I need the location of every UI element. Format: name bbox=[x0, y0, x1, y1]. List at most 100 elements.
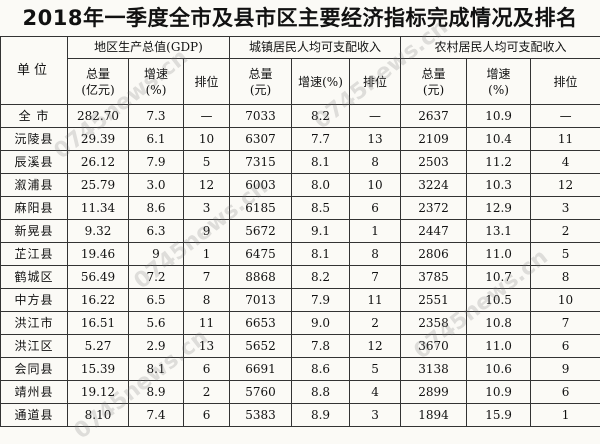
region-name: 洪江市 bbox=[1, 312, 68, 335]
rural-growth-cell: 10.4 bbox=[467, 128, 531, 151]
region-name: 中方县 bbox=[1, 289, 68, 312]
header-rural-growth-label: 增速 bbox=[467, 66, 530, 82]
header-urban-rank: 排位 bbox=[350, 59, 401, 105]
urban-growth-cell: 8.9 bbox=[292, 404, 350, 427]
region-name: 辰溪县 bbox=[1, 151, 68, 174]
gdp-total-cell: 29.39 bbox=[68, 128, 129, 151]
urban-rank-cell: 1 bbox=[350, 220, 401, 243]
urban-rank-cell: 12 bbox=[350, 335, 401, 358]
rural-total-cell: 2899 bbox=[401, 381, 467, 404]
urban-total-cell: 8868 bbox=[230, 266, 292, 289]
urban-total-cell: 7033 bbox=[230, 105, 292, 128]
gdp-growth-cell: 7.2 bbox=[129, 266, 184, 289]
rural-growth-cell: 11.0 bbox=[467, 335, 531, 358]
urban-total-cell: 6653 bbox=[230, 312, 292, 335]
gdp-rank-cell: 6 bbox=[184, 358, 230, 381]
urban-total-cell: 6475 bbox=[230, 243, 292, 266]
gdp-rank-cell: — bbox=[184, 105, 230, 128]
urban-rank-cell: 8 bbox=[350, 243, 401, 266]
rural-growth-cell: 10.7 bbox=[467, 266, 531, 289]
region-name: 通道县 bbox=[1, 404, 68, 427]
gdp-rank-cell: 9 bbox=[184, 220, 230, 243]
gdp-total-cell: 26.12 bbox=[68, 151, 129, 174]
gdp-growth-cell: 6.5 bbox=[129, 289, 184, 312]
urban-total-cell: 6003 bbox=[230, 174, 292, 197]
header-urban-growth: 增速(%) bbox=[292, 59, 350, 105]
gdp-rank-cell: 8 bbox=[184, 289, 230, 312]
rural-total-cell: 3785 bbox=[401, 266, 467, 289]
urban-total-cell: 7013 bbox=[230, 289, 292, 312]
header-gdp-rank: 排位 bbox=[184, 59, 230, 105]
rural-total-cell: 2551 bbox=[401, 289, 467, 312]
rural-growth-cell: 11.2 bbox=[467, 151, 531, 174]
rural-rank-cell: — bbox=[531, 105, 600, 128]
gdp-rank-cell: 11 bbox=[184, 312, 230, 335]
header-gdp-growth-label: 增速 bbox=[129, 66, 183, 82]
rural-total-cell: 2447 bbox=[401, 220, 467, 243]
rural-rank-cell: 3 bbox=[531, 197, 600, 220]
header-group-urban-income: 城镇居民人均可支配收入 bbox=[230, 37, 401, 59]
rural-growth-cell: 10.9 bbox=[467, 381, 531, 404]
urban-growth-cell: 8.6 bbox=[292, 358, 350, 381]
rural-rank-cell: 10 bbox=[531, 289, 600, 312]
urban-growth-cell: 7.8 bbox=[292, 335, 350, 358]
gdp-total-cell: 11.34 bbox=[68, 197, 129, 220]
urban-total-cell: 6185 bbox=[230, 197, 292, 220]
urban-rank-cell: 7 bbox=[350, 266, 401, 289]
rural-rank-cell: 9 bbox=[531, 358, 600, 381]
header-urban-total: 总量(元) bbox=[230, 59, 292, 105]
urban-rank-cell: 13 bbox=[350, 128, 401, 151]
gdp-total-cell: 16.22 bbox=[68, 289, 129, 312]
region-name: 鹤城区 bbox=[1, 266, 68, 289]
rural-total-cell: 2358 bbox=[401, 312, 467, 335]
region-name: 全 市 bbox=[1, 105, 68, 128]
header-group-rural-income: 农村居民人均可支配收入 bbox=[401, 37, 600, 59]
gdp-total-cell: 9.32 bbox=[68, 220, 129, 243]
urban-growth-cell: 9.0 bbox=[292, 312, 350, 335]
urban-rank-cell: 11 bbox=[350, 289, 401, 312]
gdp-growth-cell: 7.4 bbox=[129, 404, 184, 427]
rural-growth-cell: 10.3 bbox=[467, 174, 531, 197]
rural-growth-cell: 11.0 bbox=[467, 243, 531, 266]
header-urban-total-unit: (元) bbox=[230, 82, 291, 98]
region-name: 沅陵县 bbox=[1, 128, 68, 151]
rural-total-cell: 2806 bbox=[401, 243, 467, 266]
rural-rank-cell: 5 bbox=[531, 243, 600, 266]
gdp-total-cell: 19.12 bbox=[68, 381, 129, 404]
urban-rank-cell: 5 bbox=[350, 358, 401, 381]
urban-growth-cell: 8.5 bbox=[292, 197, 350, 220]
rural-rank-cell: 11 bbox=[531, 128, 600, 151]
urban-total-cell: 5760 bbox=[230, 381, 292, 404]
rural-total-cell: 2109 bbox=[401, 128, 467, 151]
rural-rank-cell: 7 bbox=[531, 312, 600, 335]
urban-rank-cell: 8 bbox=[350, 151, 401, 174]
rural-rank-cell: 8 bbox=[531, 266, 600, 289]
gdp-total-cell: 5.27 bbox=[68, 335, 129, 358]
rural-growth-cell: 10.9 bbox=[467, 105, 531, 128]
gdp-total-cell: 16.51 bbox=[68, 312, 129, 335]
gdp-rank-cell: 2 bbox=[184, 381, 230, 404]
header-rural-growth-unit: (%) bbox=[467, 82, 530, 98]
gdp-rank-cell: 12 bbox=[184, 174, 230, 197]
region-name: 溆浦县 bbox=[1, 174, 68, 197]
rural-rank-cell: 12 bbox=[531, 174, 600, 197]
rural-growth-cell: 10.5 bbox=[467, 289, 531, 312]
urban-rank-cell: 2 bbox=[350, 312, 401, 335]
urban-total-cell: 7315 bbox=[230, 151, 292, 174]
gdp-rank-cell: 3 bbox=[184, 197, 230, 220]
region-name: 麻阳县 bbox=[1, 197, 68, 220]
urban-growth-cell: 8.1 bbox=[292, 151, 350, 174]
header-rural-total: 总量(元) bbox=[401, 59, 467, 105]
urban-growth-cell: 8.2 bbox=[292, 266, 350, 289]
gdp-rank-cell: 1 bbox=[184, 243, 230, 266]
rural-total-cell: 3670 bbox=[401, 335, 467, 358]
urban-rank-cell: 4 bbox=[350, 381, 401, 404]
